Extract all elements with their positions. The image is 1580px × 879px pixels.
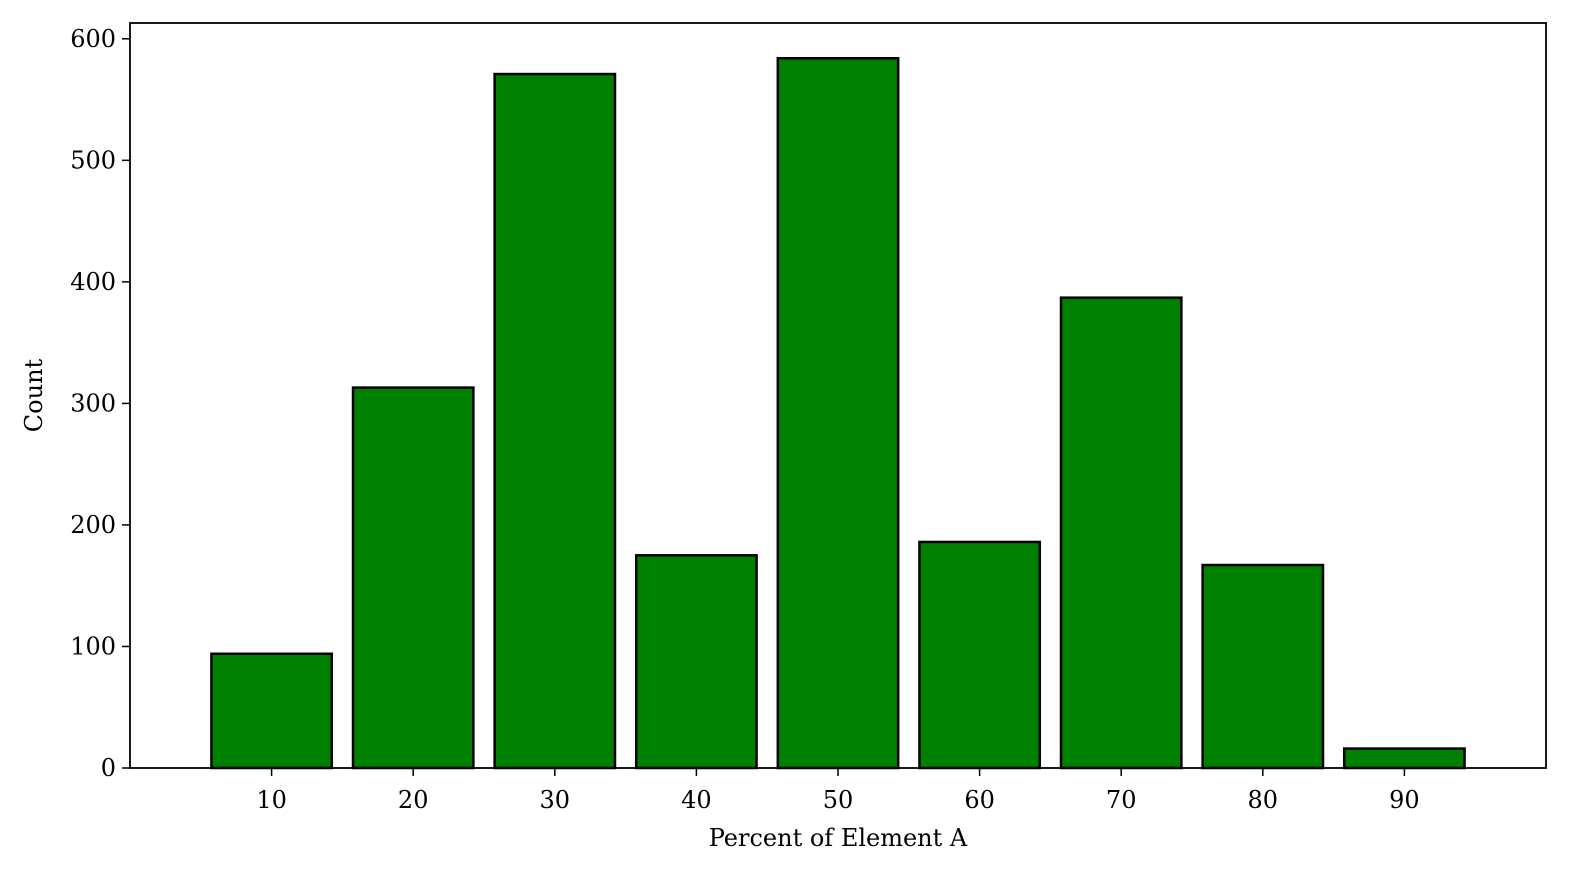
bar-50 xyxy=(776,56,900,770)
x-tick-label: 50 xyxy=(823,786,854,814)
x-tick-label: 40 xyxy=(681,786,712,814)
y-tick-label: 400 xyxy=(70,268,116,296)
x-tick-label: 10 xyxy=(256,786,287,814)
x-tick-label: 90 xyxy=(1389,786,1420,814)
bar-20 xyxy=(351,386,475,770)
x-axis-ticks: 10 20 30 40 50 60 70 80 90 xyxy=(256,768,1420,814)
bar-10 xyxy=(210,652,334,770)
bar-80 xyxy=(1201,563,1325,770)
y-axis-label: Count xyxy=(20,358,48,432)
x-tick-label: 20 xyxy=(398,786,429,814)
y-tick-label: 0 xyxy=(101,754,116,782)
y-axis-ticks: 0 100 200 300 400 500 600 xyxy=(70,25,130,782)
x-axis-label: Percent of Element A xyxy=(709,824,968,852)
y-tick-label: 600 xyxy=(70,25,116,53)
bar-30 xyxy=(493,72,617,770)
x-tick-label: 80 xyxy=(1248,786,1279,814)
bar-90 xyxy=(1342,747,1466,770)
x-tick-label: 70 xyxy=(1106,786,1137,814)
bar-60 xyxy=(918,540,1042,770)
x-tick-label: 30 xyxy=(540,786,571,814)
plot-frame xyxy=(129,22,1547,769)
y-tick-label: 200 xyxy=(70,511,116,539)
y-tick-label: 300 xyxy=(70,389,116,417)
x-tick-label: 60 xyxy=(964,786,995,814)
y-tick-label: 100 xyxy=(70,632,116,660)
bar-70 xyxy=(1059,296,1183,770)
bar-40 xyxy=(634,554,758,770)
bars xyxy=(210,56,1466,770)
y-tick-label: 500 xyxy=(70,146,116,174)
